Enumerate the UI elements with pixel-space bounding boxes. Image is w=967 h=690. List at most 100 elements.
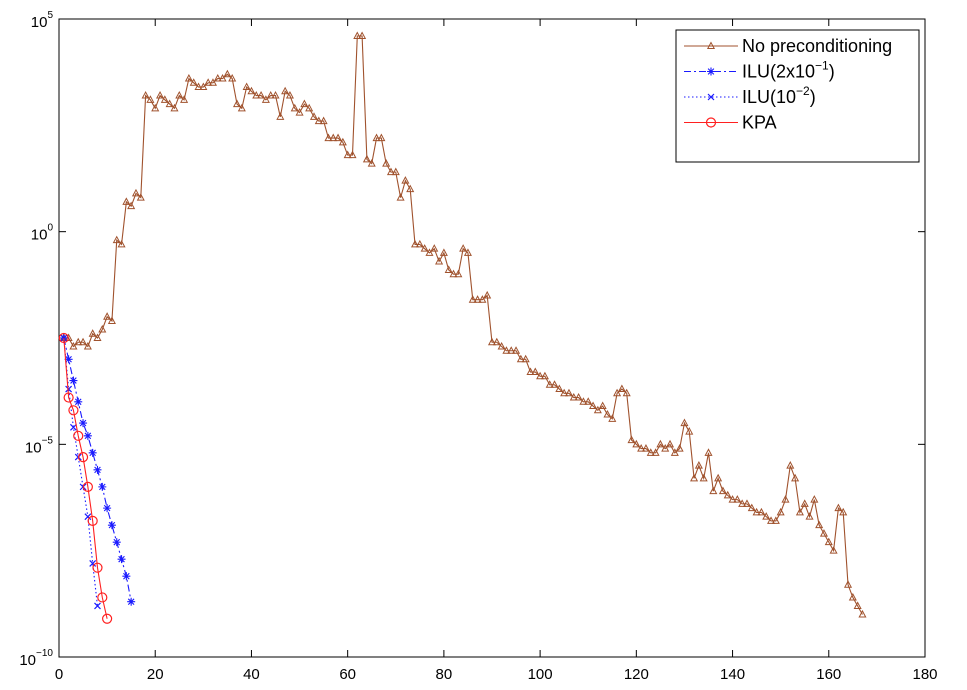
data-point-marker: [58, 332, 69, 344]
data-point-marker: [694, 461, 703, 469]
data-point-marker: [463, 248, 472, 256]
data-point-marker: [646, 448, 655, 456]
x-tick-label: 60: [339, 666, 356, 683]
data-point-marker: [430, 244, 439, 252]
data-point-marker: [117, 555, 126, 564]
data-point-marker: [70, 423, 77, 431]
data-point-marker: [261, 95, 270, 103]
data-point-marker: [300, 99, 309, 108]
data-point-marker: [63, 392, 74, 403]
x-tick-label: 20: [147, 666, 164, 683]
data-point-marker: [641, 444, 650, 452]
data-point-marker: [454, 269, 463, 278]
data-point-marker: [391, 167, 400, 176]
data-point-marker: [603, 409, 612, 418]
data-point-marker: [742, 499, 752, 507]
data-point-marker: [444, 265, 453, 273]
legend-item-1: ILU(2x10−1): [684, 59, 835, 82]
data-point-marker: [415, 239, 424, 248]
data-point-marker: [516, 354, 525, 363]
series-layer: [58, 31, 867, 624]
data-point-marker: [223, 69, 232, 78]
data-point-marker: [155, 90, 165, 99]
data-point-marker: [569, 392, 578, 401]
data-point-marker: [757, 507, 766, 516]
data-point-marker: [665, 439, 675, 448]
data-point-marker: [92, 562, 103, 573]
data-point-marker: [656, 439, 665, 448]
data-point-marker: [728, 495, 737, 503]
data-point-marker: [622, 388, 631, 397]
y-tick-base: 10: [19, 652, 36, 669]
data-point-marker: [704, 448, 713, 456]
x-tick-label: 0: [55, 666, 63, 683]
data-point-marker: [762, 512, 771, 520]
data-point-marker: [791, 473, 800, 482]
series-line: [63, 337, 108, 619]
data-point-marker: [685, 427, 694, 435]
data-point-marker: [555, 384, 564, 393]
data-point-marker: [151, 103, 160, 112]
data-point-marker: [112, 538, 121, 547]
data-point-marker: [815, 520, 824, 529]
data-point-marker: [83, 341, 92, 350]
data-point-marker: [184, 73, 193, 82]
legend-swatch-marker: [707, 93, 715, 101]
data-point-marker: [487, 337, 497, 346]
data-point-marker: [107, 316, 116, 324]
legend-label: ILU(10−2): [742, 84, 816, 107]
data-point-marker: [819, 529, 829, 537]
x-tick-label: 120: [624, 666, 649, 683]
x-tick-label: 100: [528, 666, 553, 683]
data-point-marker: [608, 414, 617, 422]
x-tick-label: 140: [720, 666, 745, 683]
legend-label-base: ILU(2x10: [742, 62, 815, 82]
y-tick-exponent: −5: [42, 435, 54, 446]
data-point-marker: [334, 133, 343, 142]
data-point-marker: [401, 176, 410, 184]
data-point-marker: [617, 384, 626, 393]
data-point-marker: [271, 90, 280, 99]
data-point-marker: [247, 86, 256, 95]
data-point-marker: [276, 112, 285, 120]
data-point-marker: [98, 324, 107, 333]
data-point-marker: [295, 108, 304, 116]
x-tick-label: 160: [816, 666, 841, 683]
data-point-marker: [97, 592, 108, 603]
data-point-marker: [738, 499, 747, 507]
data-point-marker: [94, 602, 101, 610]
data-point-marker: [824, 537, 833, 546]
x-tick-label: 80: [436, 666, 453, 683]
x-tick-label: 40: [243, 666, 260, 683]
data-point-marker: [473, 295, 482, 303]
data-point-marker: [160, 95, 169, 103]
data-point-marker: [377, 133, 386, 142]
data-point-marker: [89, 560, 97, 567]
legend-label-exponent: −1: [815, 59, 829, 73]
data-point-marker: [228, 73, 237, 82]
data-point-marker: [329, 133, 338, 142]
data-point-marker: [771, 516, 780, 524]
data-point-marker: [69, 341, 78, 350]
data-point-marker: [93, 465, 102, 474]
y-tick-base: 10: [31, 227, 48, 244]
data-point-marker: [257, 90, 266, 99]
data-point-marker: [122, 572, 131, 581]
data-point-marker: [382, 159, 391, 167]
data-point-marker: [714, 473, 723, 482]
y-tick-base: 10: [25, 439, 42, 456]
data-point-marker: [285, 90, 294, 99]
legend-label-base: ILU(10: [742, 87, 796, 107]
data-point-marker: [531, 367, 540, 376]
data-point-marker: [810, 495, 819, 503]
data-point-marker: [781, 495, 790, 503]
data-point-marker: [512, 346, 521, 354]
data-point-marker: [632, 439, 641, 448]
legend-item-3: KPA: [684, 113, 777, 133]
y-tick-exponent: 5: [47, 10, 53, 21]
data-point-marker: [305, 103, 314, 112]
data-point-marker: [829, 546, 838, 554]
y-tick-base: 10: [31, 14, 48, 31]
data-point-marker: [79, 337, 88, 346]
data-point-marker: [131, 188, 141, 197]
